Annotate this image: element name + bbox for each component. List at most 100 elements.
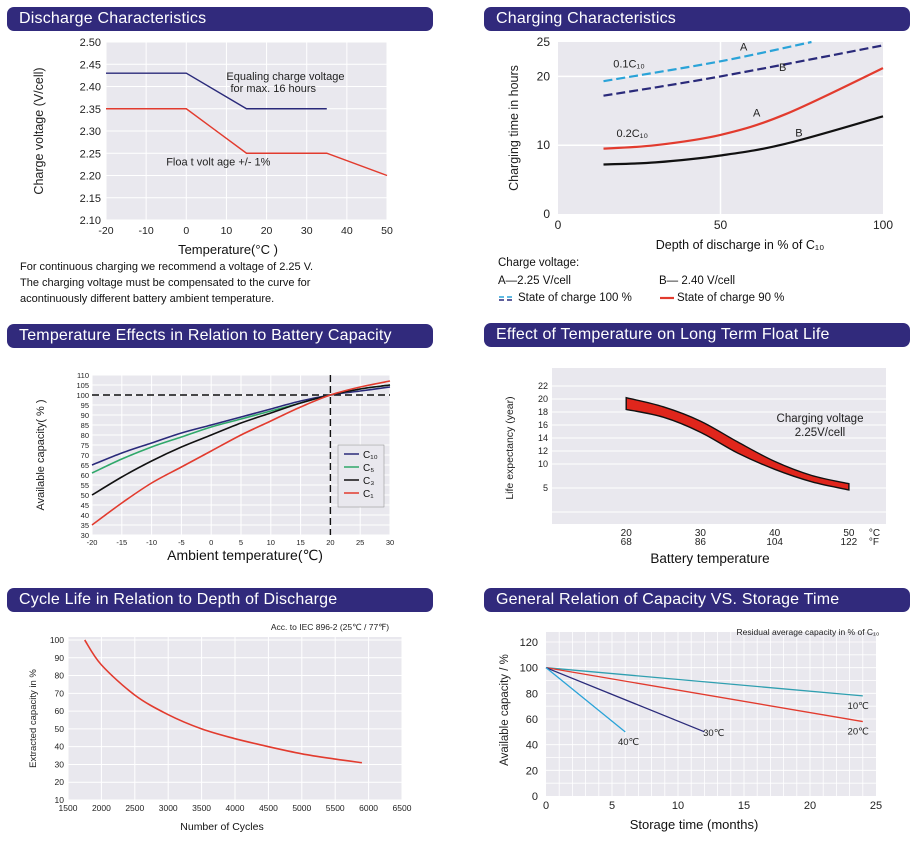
y-tick-label: 85 (81, 421, 89, 430)
x-tick-label: -20 (87, 538, 98, 547)
x-tick-label: 20 (326, 538, 334, 547)
y-tick-label: 90 (81, 411, 89, 420)
charging-legend-soc90: State of charge 90 % (677, 292, 785, 304)
annotation: A (740, 41, 748, 53)
y-tick-label: 25 (537, 35, 551, 49)
y-tick-label: 100 (76, 391, 89, 400)
x-tick-label: 0 (543, 800, 549, 812)
x-tick-label: 15 (296, 538, 304, 547)
y-tick-label: 40 (81, 511, 89, 520)
x-tick-label: 30 (386, 538, 394, 547)
storage-title: General Relation of Capacity VS. Storage… (484, 588, 910, 612)
charging-legend-heading: Charge voltage: (498, 257, 580, 269)
x-tick-label: 0 (183, 225, 189, 237)
chart-subtitle: Acc. to IEC 896-2 (25℃ / 77℉) (271, 622, 389, 632)
x-tick-label-c: 30 (695, 528, 707, 539)
y-tick-label: 2.10 (80, 215, 101, 227)
series-label: 30℃ (703, 728, 725, 739)
x-axis-label: Number of Cycles (180, 821, 263, 833)
legend-label: C₅ (363, 463, 374, 474)
annotation: A (753, 107, 761, 119)
x-axis-label: Battery temperature (650, 551, 769, 566)
y-axis-label: Charging time in hours (507, 65, 521, 191)
series-line (545, 667, 705, 733)
y-tick-label: 14 (538, 433, 548, 443)
float-life-band (625, 396, 850, 491)
discharge-title: Discharge Characteristics (7, 7, 433, 31)
x-tick-label: 5500 (326, 803, 345, 813)
y-tick-label: 30 (55, 759, 65, 769)
floatlife-title: Effect of Temperature on Long Term Float… (484, 323, 910, 347)
legend-box (337, 444, 385, 508)
series-line (545, 667, 863, 723)
y-tick-label: 40 (526, 740, 538, 752)
x-tick-label: 5 (239, 538, 243, 547)
y-tick-label: 120 (520, 637, 538, 649)
y-tick-label: 30 (81, 531, 89, 540)
y-tick-label: 60 (55, 706, 65, 716)
x-tick-label-f: 104 (766, 537, 783, 548)
temperature-chart: 3035404550556065707580859095100105110-20… (35, 371, 394, 563)
y-tick-label: 2.20 (80, 171, 101, 183)
y-tick-label: 80 (55, 671, 65, 681)
x-tick-label: 2500 (125, 803, 144, 813)
x-tick-label: 0 (555, 218, 562, 232)
y-tick-label: 10 (537, 138, 551, 152)
cycle-title: Cycle Life in Relation to Depth of Disch… (7, 588, 433, 612)
temperature-title: Temperature Effects in Relation to Batte… (7, 324, 433, 348)
y-tick-label: 40 (55, 742, 65, 752)
y-tick-label: 45 (81, 501, 89, 510)
series-line (106, 72, 327, 110)
x-tick-label: 40 (341, 225, 353, 237)
legend-label: C₁ (363, 489, 374, 500)
series-line (84, 639, 363, 764)
x-tick-label: 3500 (192, 803, 211, 813)
y-tick-label: 60 (81, 471, 89, 480)
x-tick-label: 4500 (259, 803, 278, 813)
y-tick-label: 110 (77, 371, 89, 380)
y-tick-label: 60 (526, 714, 538, 726)
y-tick-label: 65 (81, 461, 89, 470)
series-line (545, 667, 863, 697)
storage-chart: 0 20 40 60 80 100 120 0 5 10 15 20 25 Available capac… (499, 627, 882, 832)
y-tick-label: 22 (538, 381, 548, 391)
y-tick-label: 10 (55, 795, 65, 805)
x-tick-label: 15 (738, 800, 750, 812)
y-tick-label: 2.15 (80, 193, 101, 205)
dash-legend-swatch (499, 296, 515, 301)
x-tick-label: -15 (116, 538, 127, 547)
y-tick-label: 100 (520, 663, 538, 675)
y-axis-label: Extracted capacity in % (28, 669, 39, 768)
x-tick-label: 10 (672, 800, 684, 812)
series-label: 40℃ (618, 737, 640, 748)
y-tick-label: 75 (81, 441, 89, 450)
x-axis-label: Depth of discharge in % of C₁₀ (656, 238, 825, 252)
series-line (603, 40, 812, 83)
x-tick-label: 1500 (59, 803, 78, 813)
x-tick-label: 100 (873, 218, 893, 232)
charging-legend-soc100: State of charge 100 % (518, 292, 632, 304)
discharge-chart: 2.10 2.15 2.20 2.25 2.30 2.35 2.40 2.45 2.50 -20 -… (32, 37, 393, 257)
x-axis-label: Storage time (months) (630, 817, 759, 832)
charging-title: Charging Characteristics (484, 7, 910, 31)
legend-label: C₁₀ (363, 450, 378, 461)
y-tick-label: 90 (55, 653, 65, 663)
y-axis-label: Life expectancy (year) (504, 396, 516, 499)
x-tick-label-f: 68 (621, 537, 633, 548)
charging-chart: 0 10 20 25 0 50 100 Charging time in hours Depth… (507, 35, 893, 252)
x-tick-label: 20 (261, 225, 273, 237)
y-tick-label: 50 (81, 491, 89, 500)
x-axis-label: Ambient temperature(℃) (167, 547, 323, 563)
chart-subtitle: Residual average capacity in % of C₁₀ (737, 627, 880, 637)
y-tick-label: 2.50 (80, 37, 101, 49)
annotation: B (795, 127, 802, 139)
series-line (603, 44, 884, 97)
discharge-note-line3: acontinuously different battery ambient … (20, 293, 275, 305)
x-tick-label-f: 86 (695, 537, 707, 548)
x-tick-label: 3000 (159, 803, 178, 813)
x-tick-label: 6000 (359, 803, 378, 813)
y-tick-label: 2.40 (80, 82, 101, 94)
series-line (603, 67, 884, 150)
x-tick-label: 20 (804, 800, 816, 812)
annotation: 2.25V/cell (795, 427, 846, 439)
